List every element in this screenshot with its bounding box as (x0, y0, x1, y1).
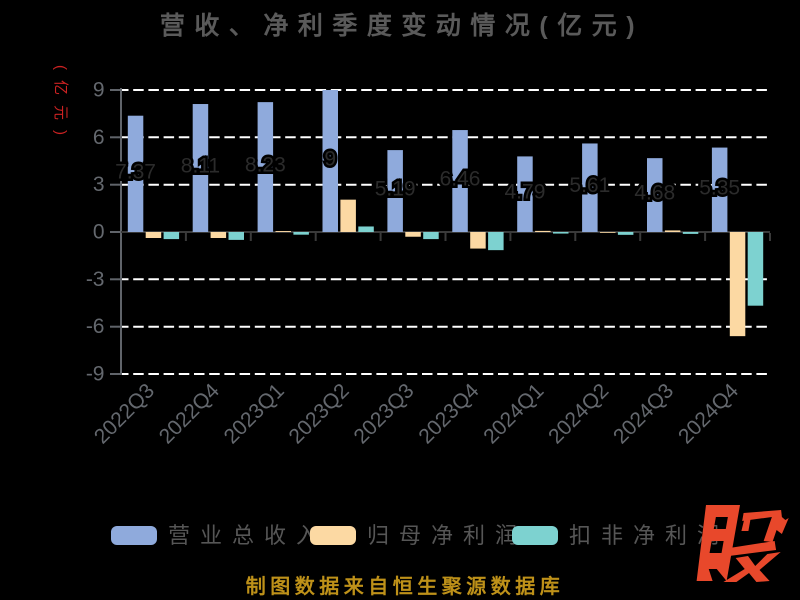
svg-text:5.19: 5.19 (375, 178, 416, 201)
svg-text:营业总收入: 营业总收入 (168, 523, 328, 548)
svg-text:-6: -6 (86, 315, 105, 338)
svg-text:6: 6 (93, 126, 105, 149)
svg-text:8.23: 8.23 (245, 154, 286, 177)
svg-text:3: 3 (93, 173, 105, 196)
svg-text:归母净利润: 归母净利润 (367, 523, 527, 548)
svg-text:9: 9 (324, 147, 336, 170)
svg-text:9: 9 (93, 79, 105, 102)
svg-text:4.68: 4.68 (634, 182, 675, 205)
svg-text:制图数据来自恒生聚源数据库: 制图数据来自恒生聚源数据库 (246, 574, 565, 598)
svg-text:(亿元): (亿元) (52, 65, 69, 145)
svg-text:-3: -3 (86, 268, 105, 291)
svg-text:4.79: 4.79 (505, 181, 546, 204)
svg-text:0: 0 (93, 221, 105, 244)
svg-text:6.46: 6.46 (440, 168, 481, 191)
svg-text:-9: -9 (86, 363, 105, 386)
svg-text:7.37: 7.37 (115, 160, 156, 183)
svg-text:5.35: 5.35 (699, 176, 740, 199)
svg-text:5.61: 5.61 (569, 174, 610, 197)
svg-text:8.11: 8.11 (181, 155, 220, 178)
svg-text:扣非净利润: 扣非净利润 (569, 523, 729, 548)
svg-text:营收、净利季度变动情况(亿元): 营收、净利季度变动情况(亿元) (160, 11, 644, 40)
